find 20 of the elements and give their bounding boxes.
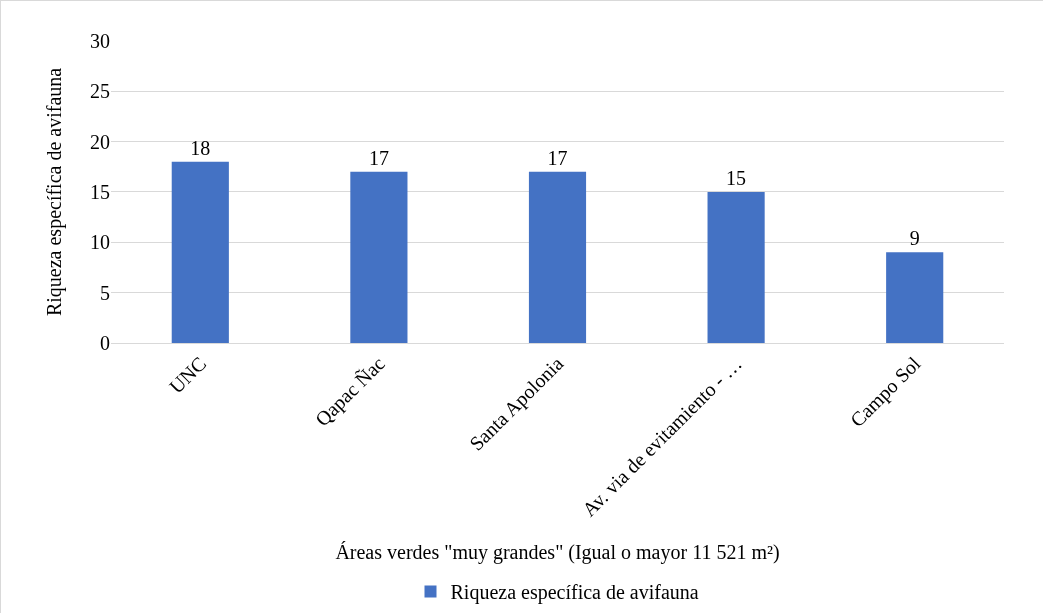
legend-label: Riqueza específica de avifauna [450, 581, 699, 605]
y-tick-label: 5 [100, 281, 110, 304]
bar [171, 161, 229, 343]
y-tick-label: 0 [100, 331, 110, 354]
y-tick-label: 25 [90, 80, 110, 103]
y-tick-label: 10 [90, 231, 110, 254]
data-label: 17 [368, 146, 389, 169]
data-label: 17 [547, 146, 568, 169]
data-label: 18 [190, 136, 211, 159]
y-tick-label: 15 [90, 180, 110, 203]
bar [350, 171, 408, 343]
data-label: 9 [909, 227, 920, 250]
y-tick-label: 30 [90, 30, 110, 52]
y-axis-title: Riqueza específica de avifauna [43, 67, 66, 317]
x-axis-title: Áreas verdes "muy grandes" (Igual o mayor 11 521 m²) [335, 541, 780, 565]
bar [886, 252, 944, 343]
bar [707, 191, 765, 343]
data-label: 15 [726, 166, 747, 189]
bar [528, 171, 587, 343]
y-tick-label: 20 [90, 130, 110, 153]
